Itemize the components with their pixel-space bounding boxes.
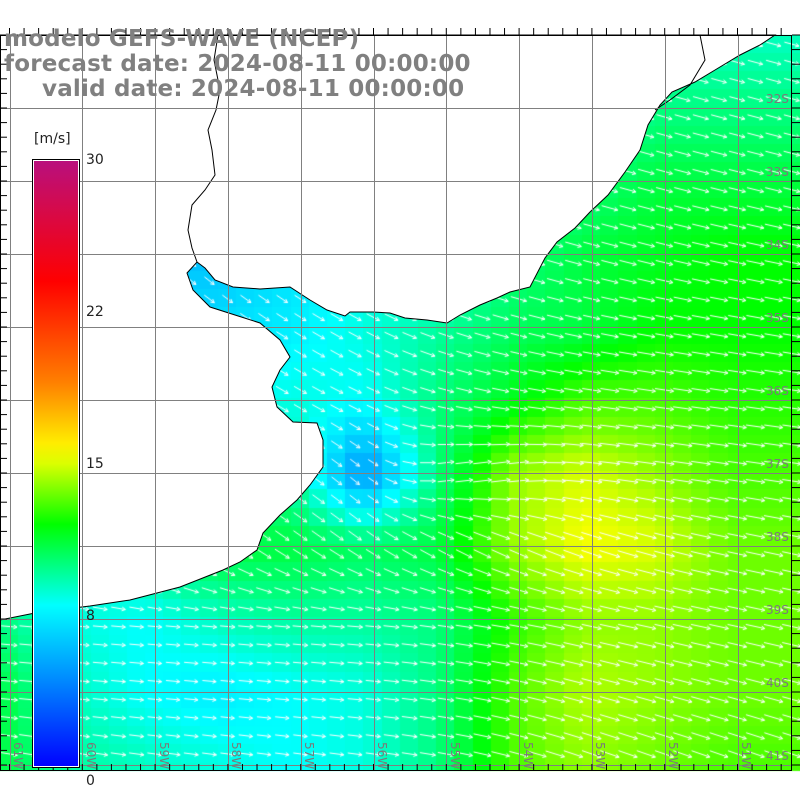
colorbar-label: 8 [86, 608, 95, 624]
graticule [0, 35, 792, 771]
forecast-date: forecast date: 2024-08-11 00:00:00 [4, 51, 471, 77]
colorbar-label: 0 [86, 773, 95, 789]
frame-ticks [0, 28, 800, 771]
latitude-label: 41S [766, 749, 789, 763]
colorbar-label: 30 [86, 152, 104, 168]
valid-date: valid date: 2024-08-11 00:00:00 [42, 76, 465, 102]
longitude-label: 53W [593, 742, 608, 770]
latitude-label: 32S [766, 92, 789, 106]
longitude-label: 56W [375, 742, 389, 770]
map-frame [0, 35, 792, 771]
longitude-label: 60W [83, 742, 98, 770]
colorbar-label: 15 [86, 456, 104, 472]
longitude-label: 52W [666, 742, 681, 770]
latitude-label: 40S [766, 676, 789, 690]
longitude-label: 57W [302, 742, 317, 770]
latitude-label: 38S [766, 530, 789, 544]
latitude-label: 35S [766, 311, 789, 325]
latitude-label: 37S [766, 457, 789, 471]
colorbar-label: 22 [86, 304, 104, 320]
longitude-label: 59W [156, 742, 171, 770]
latitude-label: 33S [766, 165, 789, 179]
latitude-label: 39S [766, 603, 789, 617]
longitude-label: 51W [739, 742, 753, 770]
latitude-label: 34S [766, 238, 789, 252]
longitude-label: 54W [520, 742, 535, 770]
uruguay-river-line [187, 34, 221, 263]
colorbar-unit: [m/s] [34, 131, 71, 147]
model-title: modelo GEFS-WAVE (NCEP) [4, 26, 360, 52]
longitude-label: 61W [11, 742, 25, 770]
longitude-label: 55W [447, 742, 462, 770]
longitude-label: 58W [229, 742, 244, 770]
colorbar [32, 159, 80, 768]
latitude-label: 36S [766, 384, 789, 398]
